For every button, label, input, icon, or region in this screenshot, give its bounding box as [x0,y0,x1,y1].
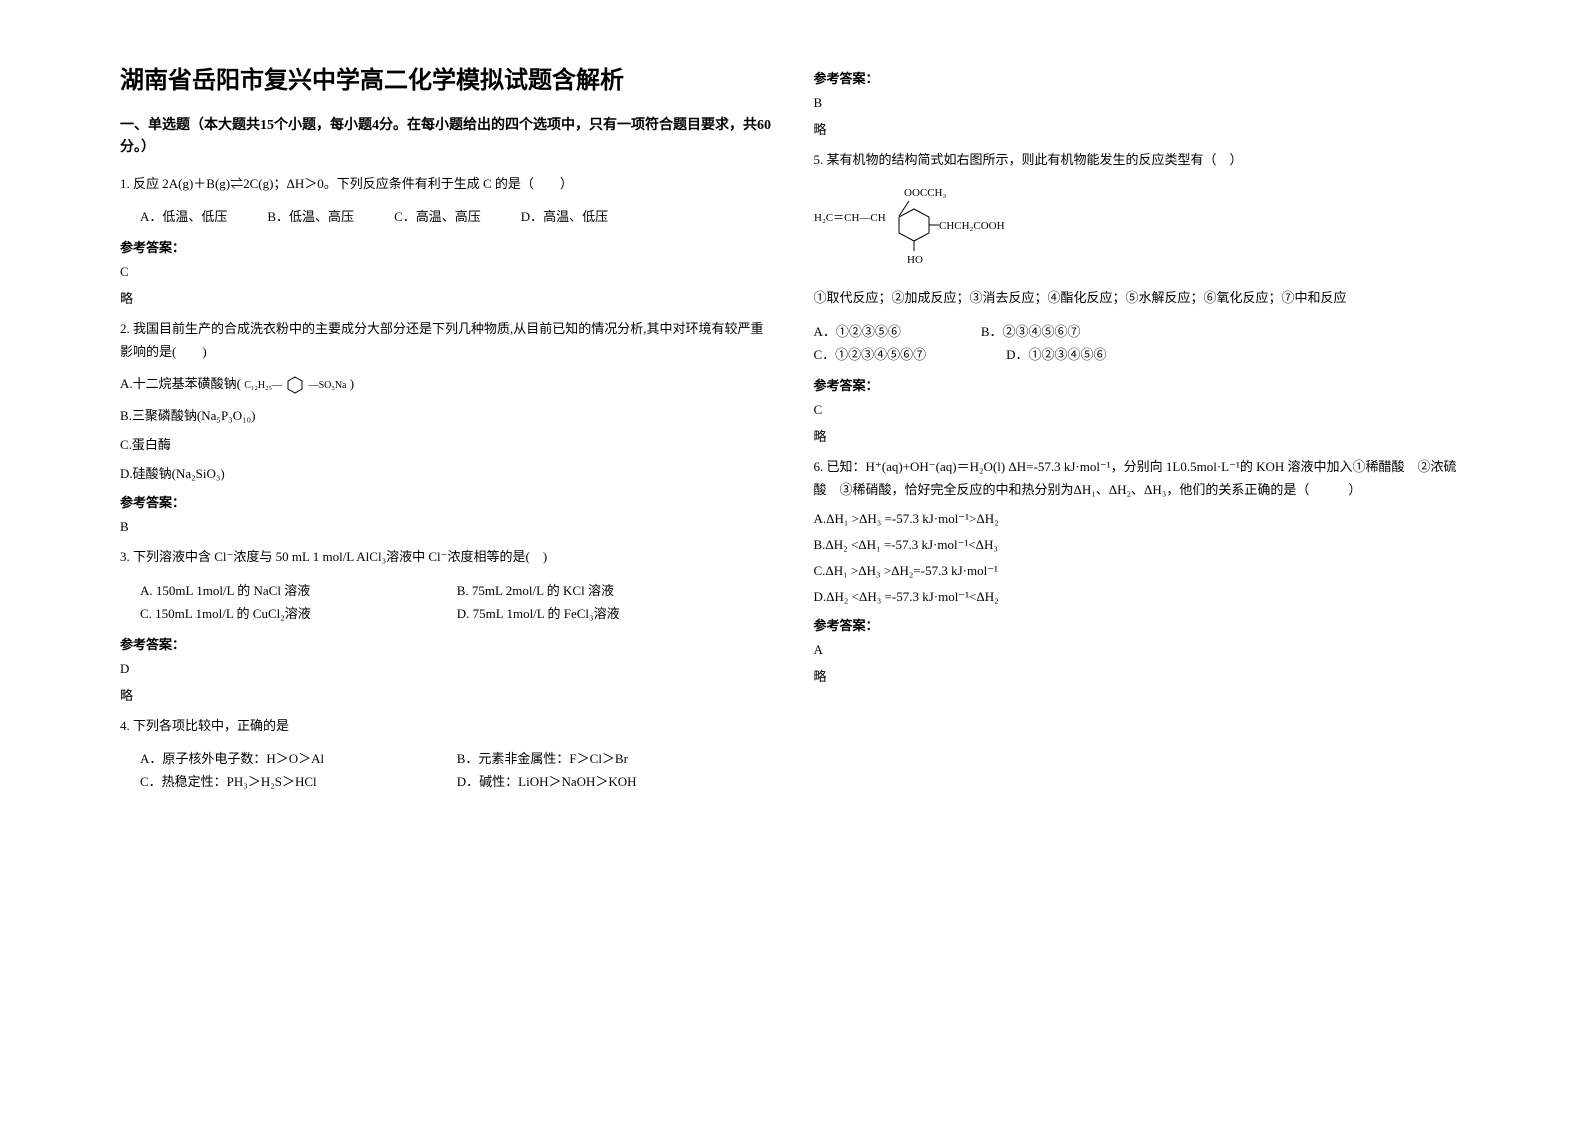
q2-optC: C.蛋白酶 [120,434,774,453]
q1-note: 略 [120,288,774,307]
q5-optB: B．②③④⑤⑥⑦ [981,320,1081,343]
q1-text: 1. 反应 2A(g)＋B(g)⇌2C(g)；ΔH＞0。下列反应条件有利于生成 … [120,172,774,195]
q4-note: 略 [814,119,1468,138]
q6-optA: A.ΔH₁ >ΔH₃ =-57.3 kJ·mol⁻¹>ΔH₂ [814,511,1468,527]
q2-optA-prefix: A.十二烷基苯磺酸钠( [120,376,241,391]
q6-text: 6. 已知：H⁺(aq)+OH⁻(aq)＝H₂O(l) ΔH=-57.3 kJ·… [814,455,1468,502]
q3-note: 略 [120,685,774,704]
q1-answer: C [120,264,774,280]
q6-optD: D.ΔH₂ <ΔH₃ =-57.3 kJ·mol⁻¹<ΔH₂ [814,589,1468,605]
q5-optD: D．①②③④⑤⑥ [1006,343,1106,366]
q5-reactions: ①取代反应；②加成反应；③消去反应；④酯化反应；⑤水解反应；⑥氧化反应；⑦中和反… [814,286,1468,309]
q2-answer: B [120,519,774,535]
q1-optA: A．低温、低压 [140,205,227,228]
struct-line3: CHCH₂COOH [939,220,1005,232]
q4-optC: C．热稳定性：PH₃＞H₂S＞HCl [140,770,457,793]
q6-note: 略 [814,666,1468,685]
q3-answer: D [120,661,774,677]
q6-answer-label: 参考答案： [814,615,1468,634]
q1-answer-label: 参考答案： [120,237,774,256]
q4-optB: B．元素非金属性：F＞Cl＞Br [457,747,774,770]
left-column: 湖南省岳阳市复兴中学高二化学模拟试题含解析 一、单选题（本大题共15个小题，每小… [100,60,794,1062]
q2-optB: B.三聚磷酸钠(Na₅P₃O₁₀) [120,405,774,424]
section-header: 一、单选题（本大题共15个小题，每小题4分。在每小题给出的四个选项中，只有一项符… [120,115,774,160]
q2-optA-close: ) [350,376,354,391]
q2-optD: D.硅酸钠(Na₂SiO₃) [120,463,774,482]
q4-text: 4. 下列各项比较中，正确的是 [120,714,774,737]
q3-optA: A. 150mL 1mol/L 的 NaCl 溶液 [140,579,457,602]
q3-optD: D. 75mL 1mol/L 的 FeCl₃溶液 [457,602,774,625]
struct-line1: OOCCH₃ [904,187,947,199]
q1-optC: C．高温、高压 [394,205,481,228]
q5-optC: C．①②③④⑤⑥⑦ [814,343,927,366]
q4-optA: A．原子核外电子数：H＞O＞Al [140,747,457,770]
q4-answer: B [814,95,1468,111]
q5-text: 5. 某有机物的结构简式如右图所示，则此有机物能发生的反应类型有（ ） [814,148,1468,171]
molecule-icon: OOCCH₃ H₂C＝CH—CH CHCH₂COOH HO [814,181,1014,271]
struct-line4: HO [907,254,923,266]
q3-optC: C. 150mL 1mol/L 的 CuCl₂溶液 [140,602,457,625]
q3-text: 3. 下列溶液中含 Cl⁻浓度与 50 mL 1 mol/L AlCl₃溶液中 … [120,545,774,568]
q4-options: A．原子核外电子数：H＞O＞Al C．热稳定性：PH₃＞H₂S＞HCl B．元素… [140,747,774,794]
q2-optA-formula: C₁₂H₂₅— [244,380,282,391]
q6-optC: C.ΔH₁ >ΔH₃ >ΔH₂=-57.3 kJ·mol⁻¹ [814,563,1468,579]
right-column: 参考答案： B 略 5. 某有机物的结构简式如右图所示，则此有机物能发生的反应类… [794,60,1488,1062]
q5-structure: OOCCH₃ H₂C＝CH—CH CHCH₂COOH HO [814,181,1468,276]
q5-options: A．①②③⑤⑥ B．②③④⑤⑥⑦ C．①②③④⑤⑥⑦ D．①②③④⑤⑥ [814,320,1468,367]
q5-optA: A．①②③⑤⑥ [814,320,901,343]
q3-answer-label: 参考答案： [120,634,774,653]
q2-optA: A.十二烷基苯磺酸钠( C₁₂H₂₅— —SO₃Na ) [120,373,774,395]
q6-optB: B.ΔH₂ <ΔH₁ =-57.3 kJ·mol⁻¹<ΔH₃ [814,537,1468,553]
document-title: 湖南省岳阳市复兴中学高二化学模拟试题含解析 [120,60,774,95]
q5-answer: C [814,402,1468,418]
q3-optB: B. 75mL 2mol/L 的 KCl 溶液 [457,579,774,602]
benzene-icon [285,375,305,395]
q4-optD: D．碱性：LiOH＞NaOH＞KOH [457,770,774,793]
q2-answer-label: 参考答案： [120,492,774,511]
q2-text: 2. 我国目前生产的合成洗衣粉中的主要成分大部分还是下列几种物质,从目前已知的情… [120,317,774,364]
q2-optA-suffix: —SO₃Na [309,380,347,391]
q1-options: A．低温、低压 B．低温、高压 C．高温、高压 D．高温、低压 [140,205,774,228]
q5-answer-label: 参考答案： [814,375,1468,394]
struct-line2-left: H₂C＝CH—CH [814,212,886,224]
q4-answer-label: 参考答案： [814,68,1468,87]
q5-note: 略 [814,426,1468,445]
q1-optD: D．高温、低压 [521,205,608,228]
q1-optB: B．低温、高压 [267,205,354,228]
q6-answer: A [814,642,1468,658]
q3-options: A. 150mL 1mol/L 的 NaCl 溶液 C. 150mL 1mol/… [140,579,774,626]
